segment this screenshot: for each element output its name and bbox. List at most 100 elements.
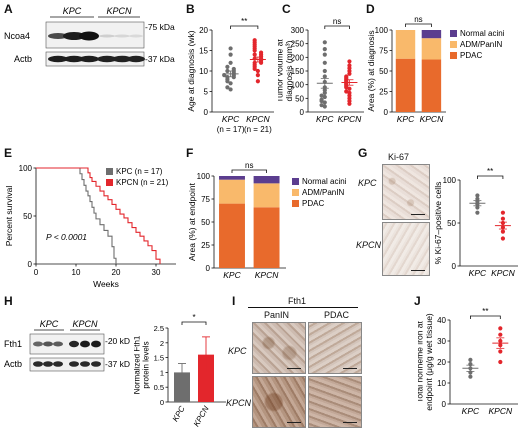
y-tick-label: 40 <box>437 316 446 325</box>
blot-h-protein-fth1: Fth1 <box>4 339 22 349</box>
y-tick-label: 0 <box>442 400 447 409</box>
point-kpc <box>228 81 233 86</box>
point-kpc <box>228 46 233 51</box>
panel-b-age-scatter: Age at diagnosis (wk) 0 5 10 15 20 KPC(n = 17)… <box>186 17 274 134</box>
panel-label-d: D <box>366 2 375 16</box>
point-kpc <box>228 52 233 57</box>
point-kpc <box>322 100 327 105</box>
scale-bar <box>287 367 301 369</box>
band-fth1-1 <box>33 341 43 347</box>
y-tick-label: 0 <box>452 262 457 271</box>
y-tick-label: 0 <box>300 108 305 117</box>
point-kpc <box>322 104 327 109</box>
blot-a-marker-37: -37 kDa <box>145 54 175 64</box>
point-kpcn <box>500 229 506 234</box>
fth1-micrograph-kpc-panin <box>252 322 306 374</box>
y-tick-label: 25 <box>379 88 388 97</box>
panel-c-volume-scatter: Tumor volume at diagnosis (mm³) 0 50 100 150 2… <box>278 17 364 124</box>
legend-label: ADM/PanIN <box>302 188 344 197</box>
legend-label: KPC (n = 17) <box>116 167 163 176</box>
band-actb-a-2 <box>64 55 84 63</box>
panel-label-g: G <box>358 146 368 160</box>
significance-label: * <box>192 313 195 322</box>
y-tick-label: 10 <box>199 67 208 76</box>
point-kpcn <box>500 216 506 221</box>
significance-bracket <box>230 25 259 29</box>
legend-label: ADM/PanIN <box>460 40 502 49</box>
y-axis-label: Total nonheme iron at <box>418 320 424 402</box>
band-fth1-2 <box>43 341 53 347</box>
legend-swatch <box>106 168 113 175</box>
y-tick-label: 0 <box>204 108 209 117</box>
point-kpcn <box>258 50 264 55</box>
legend-swatch <box>292 189 299 196</box>
y-tick-label: 50 <box>23 212 32 221</box>
bar-segment-pdac <box>421 59 442 112</box>
panel-label-a: A <box>4 2 13 16</box>
fth1-micrograph-kpc-pdac <box>308 322 362 374</box>
bar-segment-normal-acini <box>253 176 280 184</box>
point-kpc <box>225 75 230 80</box>
panel-a-western-blot: KPC KPCN Ncoa4 Actb -75 kDa -37 kDa <box>0 0 180 140</box>
y-axis-label: Tumor volume at <box>278 39 284 103</box>
point-kpcn <box>347 86 352 91</box>
x-tick-label-kpcn: KPCN <box>489 406 513 416</box>
band-actb-a-3 <box>79 55 99 63</box>
legend-swatch <box>450 52 457 59</box>
y-tick-label: 0.5 <box>154 383 164 392</box>
significance-label: ns <box>245 161 253 170</box>
y-tick-label: 15 <box>199 47 208 56</box>
point-kpcn <box>344 89 349 94</box>
band-actb-h-3 <box>53 361 63 367</box>
point-kpcn <box>498 349 503 354</box>
point-kpc <box>225 64 230 69</box>
bar-kpc <box>174 372 190 402</box>
x-tick-label-kpc: KPC <box>223 270 241 280</box>
scale-bar <box>343 367 357 369</box>
point-kpcn <box>498 332 503 337</box>
y-tick-label: 100 <box>443 176 457 185</box>
y-tick-label: 100 <box>375 26 389 35</box>
y-axis-label: protein levels <box>142 341 151 388</box>
panel-label-b: B <box>186 2 195 16</box>
band-actb-h-6 <box>91 361 101 367</box>
panel-i-col-pdac: PDAC <box>324 310 350 320</box>
y-axis-label: Age at diagnosis (wk) <box>186 30 196 111</box>
x-tick-label: 10 <box>72 268 81 277</box>
panel-label-c: C <box>282 2 291 16</box>
point-kpc <box>322 60 327 65</box>
band-fth1-4 <box>69 340 79 348</box>
significance-bracket <box>324 25 350 29</box>
y-axis-label: % Ki-67–positive cells <box>433 182 443 265</box>
y-tick-label: 50 <box>379 67 388 76</box>
panel-label-j: J <box>414 294 421 308</box>
y-tick-label: 2 <box>160 339 164 348</box>
y-tick-label: 75 <box>379 47 388 56</box>
p-value-label: P < 0.0001 <box>46 232 87 242</box>
bar-segment-normal-acini <box>421 30 442 39</box>
y-tick-label: 0 <box>206 264 211 273</box>
x-tick-label-kpc: KPC <box>222 114 240 124</box>
blot-a-protein-actb: Actb <box>14 54 32 64</box>
panel-h-western-blot: KPC KPCN Fth1 Actb -20 kDa -37 kDa <box>0 298 135 428</box>
y-tick-label: 1.5 <box>154 354 164 363</box>
significance-bracket <box>470 315 501 319</box>
survival-line-kpc <box>36 167 117 264</box>
significance-label: ** <box>241 17 247 26</box>
blot-a-group-kpc: KPC <box>63 6 82 16</box>
significance-bracket <box>477 175 504 179</box>
scale-bar <box>287 421 301 423</box>
bar-segment-adm-panin <box>421 38 442 60</box>
x-tick-label-kpcn: KPCN <box>192 404 211 428</box>
survival-line-kpcn <box>36 167 161 264</box>
blot-h-marker-20: -20 kDa <box>105 336 130 346</box>
panel-label-h: H <box>4 294 13 308</box>
band-fth1-6 <box>91 340 101 348</box>
panel-label-f: F <box>186 146 194 160</box>
x-tick-label-kpcn: KPCN <box>255 270 279 280</box>
y-tick-label: 300 <box>291 26 305 35</box>
point-kpc <box>475 193 480 198</box>
y-tick-label: 250 <box>291 40 305 49</box>
point-kpcn <box>252 38 257 43</box>
bar-segment-normal-acini <box>219 176 245 180</box>
